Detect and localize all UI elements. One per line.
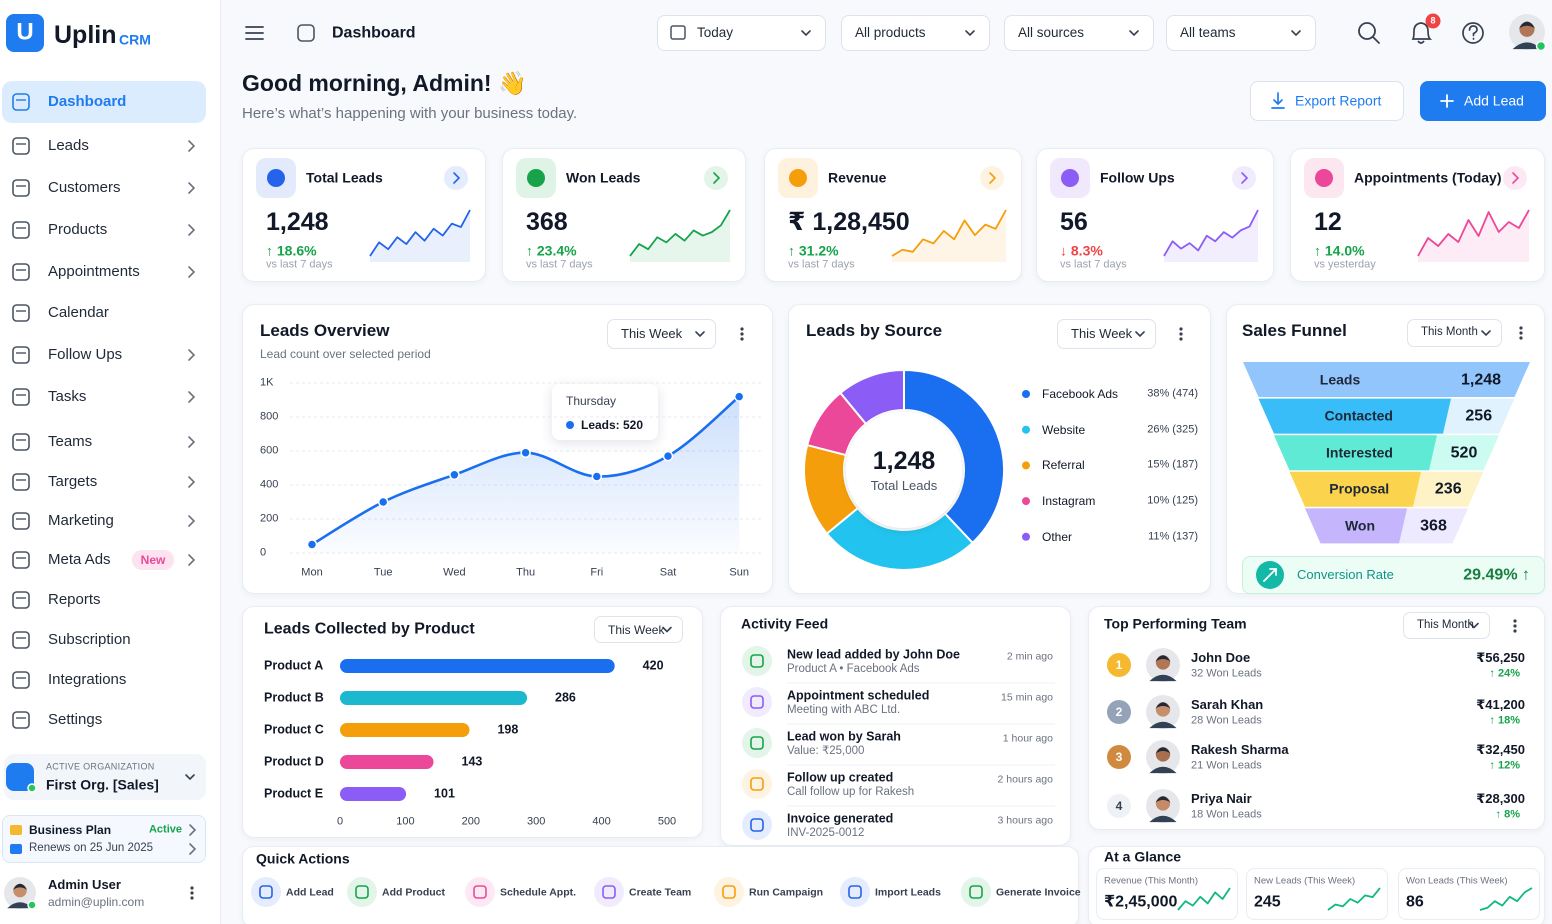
- nav-item[interactable]: [2, 579, 206, 621]
- dropdown[interactable]: [607, 319, 716, 349]
- quick-action[interactable]: [591, 874, 701, 910]
- quick-action[interactable]: [344, 874, 454, 910]
- nav-item[interactable]: [2, 619, 206, 661]
- glance-item: [1398, 868, 1540, 920]
- quick-action[interactable]: [958, 874, 1078, 910]
- nav-item[interactable]: [2, 699, 206, 741]
- kpi-icon-bg: [1304, 158, 1344, 198]
- nav-item[interactable]: [2, 421, 206, 463]
- nav-item[interactable]: [2, 125, 206, 167]
- quick-action[interactable]: [837, 874, 947, 910]
- dropdown[interactable]: [594, 616, 683, 643]
- nav-item[interactable]: [2, 500, 206, 542]
- nav-item[interactable]: [2, 292, 206, 334]
- filter-dropdown[interactable]: [657, 15, 826, 51]
- team-card: [1088, 606, 1545, 830]
- kpi-icon-bg: [1050, 158, 1090, 198]
- kpi-icon-bg: [778, 158, 818, 198]
- org-icon: [6, 763, 34, 791]
- activity-card: [720, 606, 1071, 846]
- quick-action[interactable]: [248, 874, 358, 910]
- tooltip: [552, 384, 658, 440]
- nav-item[interactable]: [2, 251, 206, 293]
- export-button[interactable]: [1250, 81, 1404, 121]
- quick-actions-card: [242, 846, 1079, 924]
- filter-dropdown[interactable]: [841, 15, 990, 51]
- kpi-icon-bg: [516, 158, 556, 198]
- nav-item[interactable]: [2, 461, 206, 503]
- nav-item[interactable]: [2, 334, 206, 376]
- filter-dropdown[interactable]: [1166, 15, 1316, 51]
- glance-item: [1246, 868, 1388, 920]
- dropdown[interactable]: [1057, 319, 1156, 349]
- nav-item[interactable]: [2, 376, 206, 418]
- nav-item[interactable]: [2, 659, 206, 701]
- nav-item[interactable]: [2, 539, 206, 581]
- add-lead-button[interactable]: [1420, 81, 1546, 121]
- nav-item[interactable]: [2, 209, 206, 251]
- quick-action[interactable]: [711, 874, 821, 910]
- sales-funnel-card: [1226, 304, 1545, 594]
- conversion-box: [1242, 556, 1545, 594]
- filter-dropdown[interactable]: [1004, 15, 1154, 51]
- nav-item[interactable]: [2, 167, 206, 209]
- product-leads-card: [242, 606, 703, 838]
- org-box[interactable]: [4, 754, 206, 800]
- dropdown[interactable]: [1407, 319, 1502, 347]
- glance-item: [1096, 868, 1238, 920]
- plan-box: [2, 815, 206, 863]
- nav-item-active[interactable]: [2, 81, 206, 123]
- dropdown[interactable]: [1403, 612, 1490, 639]
- quick-action[interactable]: [462, 874, 572, 910]
- kpi-icon-bg: [256, 158, 296, 198]
- logo: [6, 14, 44, 52]
- nav-badge: [132, 550, 174, 570]
